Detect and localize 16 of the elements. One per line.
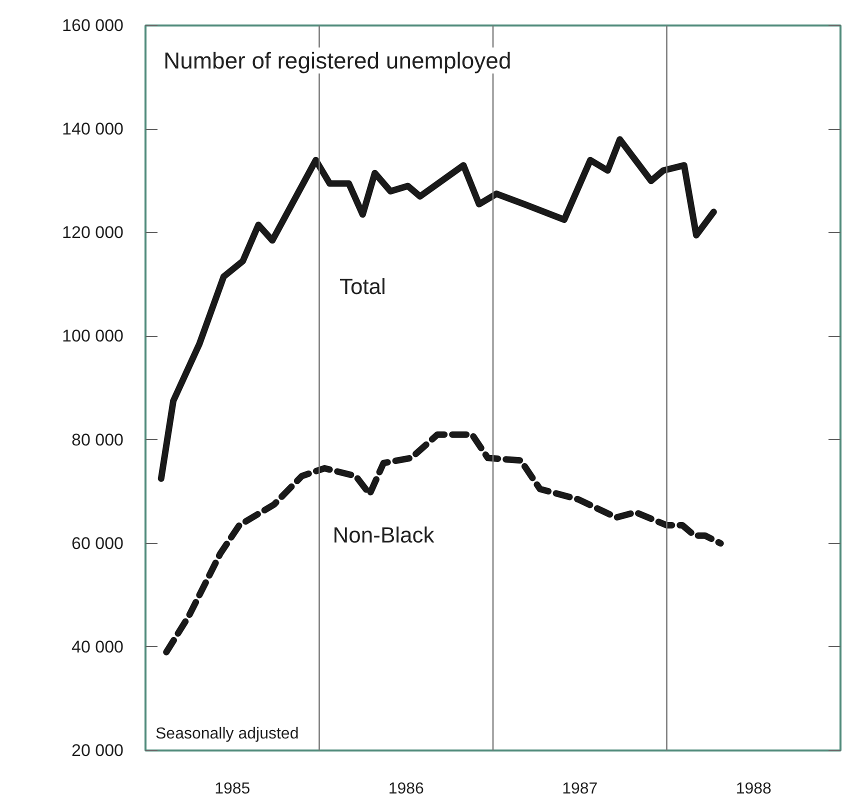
y-tick-label: 160 000 (62, 16, 124, 35)
x-tick-label: 1988 (736, 780, 772, 798)
y-tick-label: 60 000 (72, 534, 124, 553)
x-tick-label: 1987 (562, 780, 598, 798)
text: Total (339, 274, 386, 300)
y-tick-label: 20 000 (72, 741, 124, 760)
annotation: Seasonally adjusted (156, 726, 299, 742)
y-tick-label: 100 000 (62, 326, 124, 346)
series-label: Non-Black (332, 522, 436, 548)
y-tick-label: 40 000 (72, 637, 124, 656)
text: Number of registered unemployed (164, 48, 512, 74)
x-tick-label: 1986 (388, 780, 424, 798)
y-tick-label: 120 000 (62, 223, 124, 242)
x-tick-label: 1985 (214, 780, 250, 798)
y-tick-label: 80 000 (72, 430, 124, 450)
y-tick-label: 140 000 (62, 120, 124, 139)
